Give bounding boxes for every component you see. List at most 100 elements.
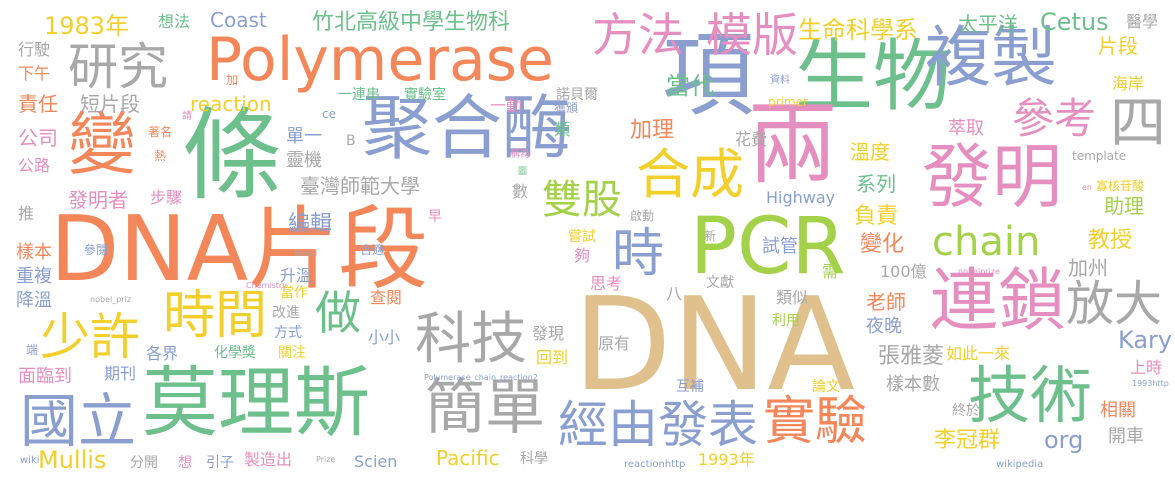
word-replicate: 複製 (925, 19, 1057, 96)
word-research: 研究 (68, 38, 168, 96)
word-small: 小小 (368, 328, 401, 347)
word-heat: 升溫 (280, 266, 313, 285)
word-nobel-zh: 諾貝爾 (556, 87, 598, 103)
word-kind: 類 (554, 120, 571, 139)
word-repeat: 重複 (16, 266, 52, 287)
word-similar: 類似 (776, 288, 809, 307)
word-strand: 條 (182, 97, 282, 214)
word-contemporary: 當代 (666, 72, 714, 100)
word-hot: 熱 (154, 149, 167, 163)
word-short-fragment: 短片段 (80, 92, 140, 116)
word-highway-zh: 公路 (18, 156, 51, 175)
word-1993: 1993年 (698, 450, 755, 469)
word-literature: 文獻 (706, 275, 734, 291)
word-complement: 互補 (676, 379, 704, 395)
word-prize: Prize (316, 455, 336, 464)
word-all-circles: 各界 (146, 344, 179, 363)
word-enough: 夠 (574, 246, 591, 265)
word-reference: 參考 (1012, 94, 1097, 143)
word-nobel: Nobel (294, 249, 318, 258)
word-want: 想 (178, 455, 192, 471)
word-pacific: Pacific (436, 446, 500, 470)
word-think: 思考 (590, 274, 623, 293)
word-addition: 加理 (630, 118, 675, 143)
word-few: 少許 (40, 308, 140, 366)
word-suitable: 合適 (360, 243, 385, 257)
word-number: 數 (512, 182, 529, 201)
word-award: 獲頒 (554, 101, 579, 115)
word-sample-count: 樣本數 (886, 374, 940, 395)
word-thesis: 論文 (812, 379, 840, 395)
word-national: 國立 (20, 387, 137, 455)
word-eight: 八 (666, 284, 683, 303)
word-school: 竹北高級中學生物科 (312, 10, 511, 35)
word-pcr: PCR (690, 202, 846, 292)
word-try: 嘗試 (568, 229, 596, 245)
word-synthesis: 合成 (636, 143, 744, 206)
word-life-science: 生命科學系 (798, 16, 918, 44)
word-ntnu: 臺灣師範大學 (300, 174, 420, 198)
word-ce: ce (322, 107, 336, 121)
word-item: 項 (662, 22, 755, 129)
word-template-en: template (1072, 149, 1127, 163)
word-need: 需 (822, 262, 839, 281)
word-company: 公司 (18, 126, 58, 150)
word-tube: 試管 (762, 236, 798, 257)
word-simple: 簡單 (425, 373, 545, 443)
word-discover: 發現 (532, 324, 565, 343)
word-variation: 變化 (860, 232, 905, 257)
word-biology: 生物 (795, 32, 952, 122)
word-chain: chain (932, 219, 1041, 265)
word-polymerase-zh: 聚合酶 (362, 87, 572, 169)
word-extract: 萃取 (948, 118, 984, 139)
word-nobel-priz: nobel_priz (90, 295, 131, 304)
word-org: org (1044, 426, 1084, 454)
word-start: 啟動 (630, 209, 655, 223)
word-one-move: 一動 (490, 96, 523, 115)
word-template: 模版 (706, 8, 798, 62)
word-responsibility: 責任 (18, 92, 58, 116)
word-inspiration: 靈機 (286, 150, 322, 171)
word-teacher: 老師 (866, 290, 906, 314)
word-series-zh: 系列 (856, 172, 896, 196)
word-when: 時 (612, 224, 665, 284)
word-chain-zh: 連鎖 (930, 262, 1067, 341)
word-kary: Kary (1118, 326, 1173, 354)
word-tech: 科技 (415, 307, 527, 372)
word-single: 單一 (286, 126, 322, 147)
word-return: 回到 (536, 348, 569, 367)
word-face: 面臨到 (18, 366, 72, 387)
word-in-charge: 負責 (854, 204, 899, 229)
word-b: B (346, 133, 356, 149)
word-dna-fragment: DNA片段 (50, 197, 429, 302)
word-do: 做 (315, 286, 361, 340)
word-li-guanqun: 李冠群 (934, 428, 1001, 453)
word-1993http: 1993http (1132, 379, 1169, 388)
word-improve: 改進 (272, 305, 300, 321)
word-push: 推 (18, 204, 35, 223)
word-sample: 樣本 (16, 242, 52, 263)
word-coastline: 海岸 (1112, 74, 1145, 93)
word-data: 資料 (770, 75, 790, 86)
word-technology: 技術 (968, 359, 1093, 432)
word-polymerase: Polymerase (206, 25, 554, 95)
word-nobelprize: nobelprize (958, 267, 1000, 276)
word-cetus: Cetus (1040, 8, 1109, 36)
word-temperature: 溫度 (850, 140, 890, 164)
word-drive: 行駛 (18, 40, 51, 59)
word-chem-prize: 化學獎 (214, 345, 256, 361)
word-early: 早 (428, 209, 442, 225)
word-coast: Coast (210, 8, 267, 32)
word-new: 新 (704, 229, 717, 243)
word-method: 方法 (592, 8, 684, 62)
word-science: 科學 (520, 451, 548, 467)
word-primer-zh: 引子 (206, 455, 234, 471)
word-lab: 實驗室 (404, 87, 446, 103)
word-assistant: 助理 (1104, 194, 1144, 218)
word-series: 一連串 (338, 87, 380, 103)
word-wiki: wiki (20, 455, 40, 466)
word-reaction: reaction (190, 92, 272, 116)
word-10-billion: 100億 (880, 262, 927, 281)
word-en: en (1082, 183, 1092, 192)
